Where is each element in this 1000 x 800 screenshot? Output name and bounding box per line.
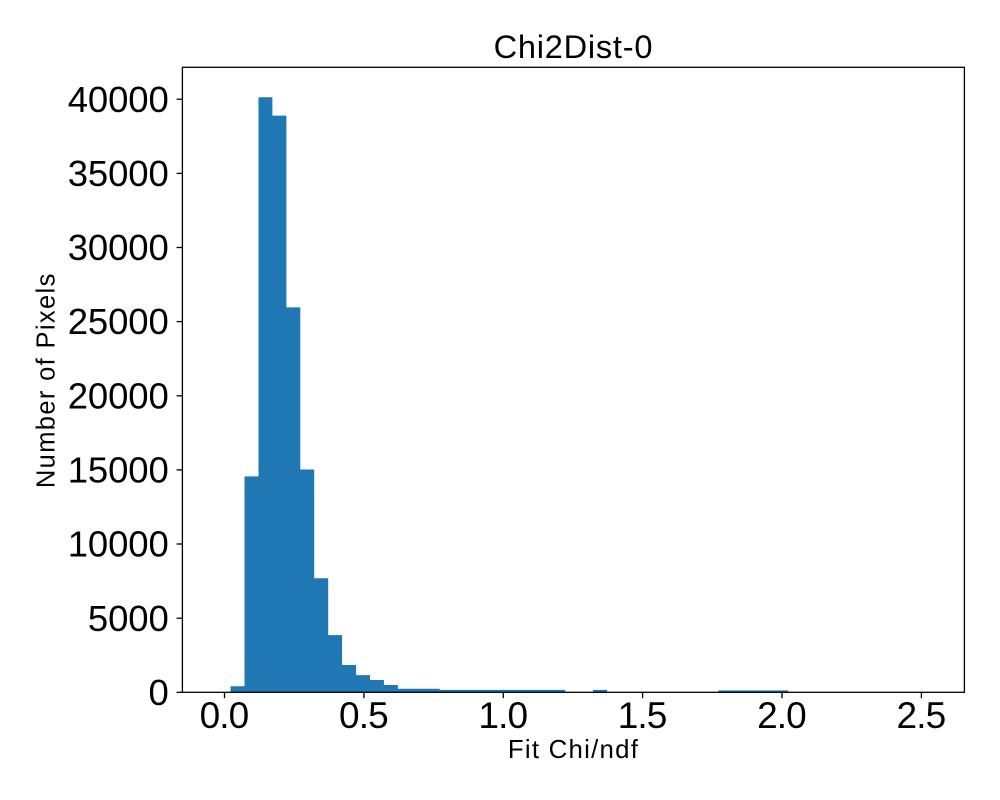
svg-text:2.5: 2.5: [897, 695, 946, 736]
svg-text:1.0: 1.0: [478, 695, 527, 736]
svg-text:10000: 10000: [68, 524, 169, 565]
svg-text:5000: 5000: [88, 598, 169, 639]
svg-text:0.0: 0.0: [200, 695, 249, 736]
svg-text:0: 0: [148, 672, 168, 713]
svg-text:25000: 25000: [68, 301, 169, 342]
svg-text:40000: 40000: [68, 79, 169, 120]
svg-text:1.5: 1.5: [618, 695, 667, 736]
svg-text:Fit Chi/ndf: Fit Chi/ndf: [508, 736, 639, 764]
svg-text:2.0: 2.0: [757, 695, 806, 736]
svg-text:0.5: 0.5: [339, 695, 388, 736]
svg-text:35000: 35000: [68, 153, 169, 194]
svg-text:30000: 30000: [68, 227, 169, 268]
svg-text:15000: 15000: [68, 450, 169, 491]
svg-text:20000: 20000: [68, 375, 169, 416]
svg-text:Number of Pixels: Number of Pixels: [32, 272, 60, 488]
svg-text:Chi2Dist-0: Chi2Dist-0: [494, 28, 654, 65]
